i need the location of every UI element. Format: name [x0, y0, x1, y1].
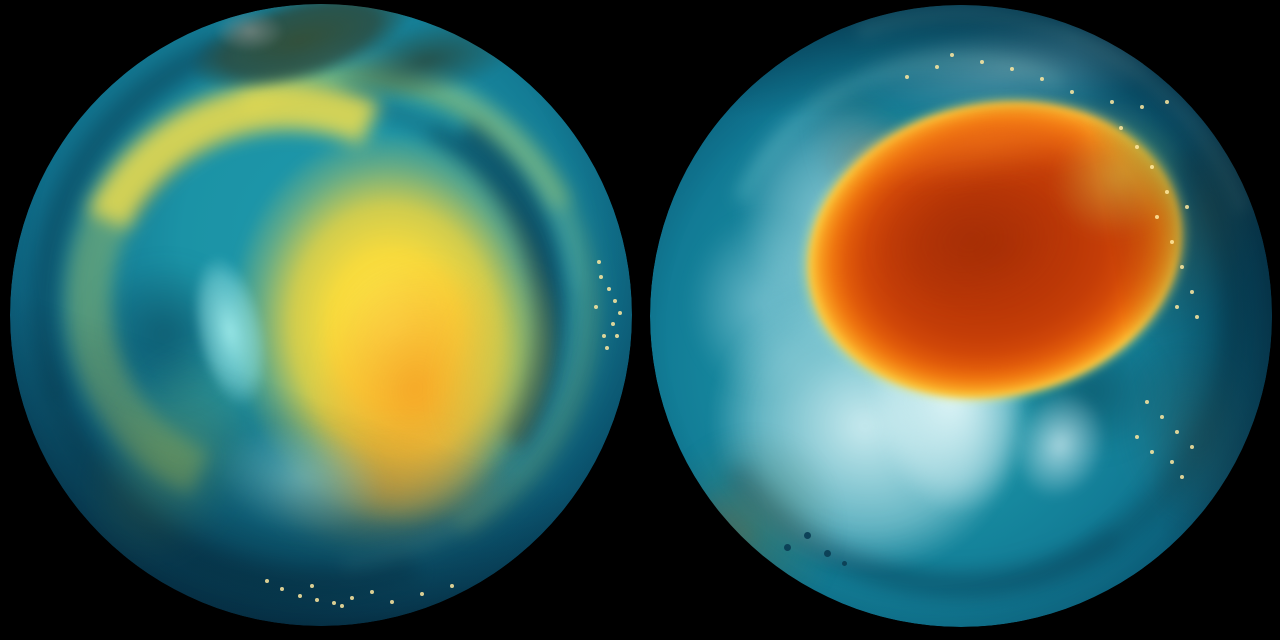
night-shadow: [650, 5, 1272, 627]
city-lights: [10, 4, 12, 6]
city-lights: [650, 5, 652, 7]
north-polar-globe: [650, 5, 1272, 627]
night-shadow: [10, 4, 632, 626]
south-polar-globe: [10, 4, 632, 626]
